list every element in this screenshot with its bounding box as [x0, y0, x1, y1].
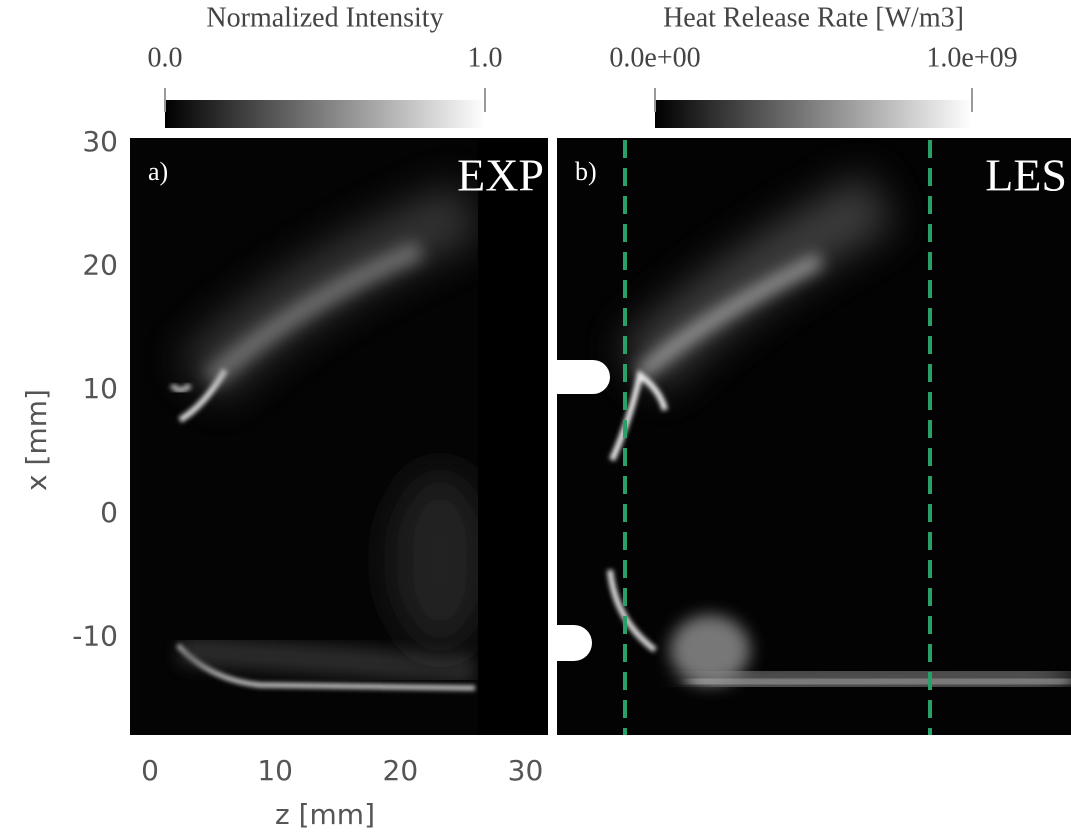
- panel-annotation: LES: [985, 150, 1067, 201]
- colorbar-tick-label: 1.0: [468, 42, 503, 73]
- colorbar-title: Normalized Intensity: [206, 2, 443, 33]
- panel-label: b): [575, 157, 597, 186]
- colorbar: [165, 100, 485, 128]
- colorbar-tick-label: 1.0e+09: [926, 42, 1017, 73]
- x-tick-label: 0: [141, 754, 159, 787]
- y-tick-label: 20: [82, 249, 118, 282]
- colorbar-tick-label: 0.0e+00: [609, 42, 700, 73]
- colorbar-tick-label: 0.0: [148, 42, 183, 73]
- panel-label: a): [148, 157, 168, 186]
- y-axis-label: x [mm]: [20, 389, 53, 491]
- panel-annotation: EXP: [457, 150, 544, 201]
- y-tick-label: -10: [72, 619, 118, 652]
- les-image: [557, 140, 1071, 735]
- colorbar: [655, 100, 972, 128]
- y-tick-label: 0: [100, 496, 118, 529]
- x-axis-label: z [mm]: [275, 798, 375, 831]
- x-tick-label: 10: [257, 754, 293, 787]
- x-tick-label: 30: [508, 754, 544, 787]
- exp-image: [169, 138, 548, 735]
- colorbar-title: Heat Release Rate [W/m3]: [663, 2, 964, 33]
- y-tick-label: 10: [82, 372, 118, 405]
- y-tick-label: 30: [82, 125, 118, 158]
- x-tick-label: 20: [383, 754, 419, 787]
